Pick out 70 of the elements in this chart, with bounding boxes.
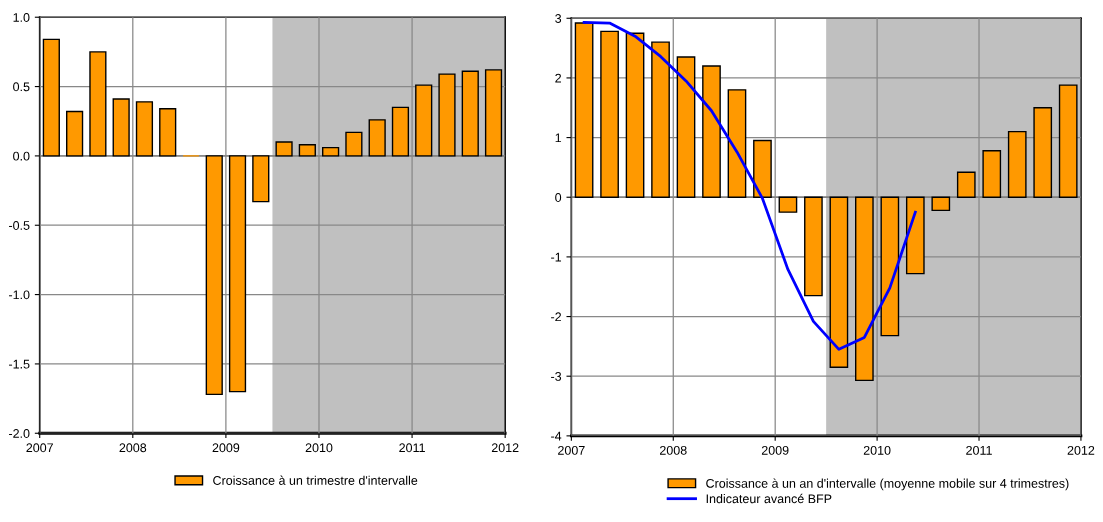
y-tick-label: 1 xyxy=(555,133,562,143)
y-tick-label: -2 xyxy=(551,312,562,322)
bar xyxy=(1007,130,1027,198)
y-tick-label: 0.0 xyxy=(13,151,30,161)
x-tick-label: 2011 xyxy=(966,445,992,455)
bar xyxy=(905,196,925,275)
x-tick-label: 2007 xyxy=(558,445,585,455)
bar xyxy=(252,155,270,203)
y-tick-label: -1 xyxy=(551,252,562,262)
bar xyxy=(42,38,60,157)
y-tick-label: -4 xyxy=(551,431,562,441)
bar xyxy=(625,32,645,198)
x-tick-label: 2012 xyxy=(1067,445,1095,455)
bar xyxy=(415,84,433,157)
bar xyxy=(228,155,247,393)
bar xyxy=(89,51,107,157)
x-tick-label: 2008 xyxy=(660,445,687,455)
bar xyxy=(298,144,316,157)
bar xyxy=(982,150,1002,198)
y-tick-label: -1.5 xyxy=(9,359,30,369)
bar xyxy=(322,146,340,157)
y-tick-label: 0 xyxy=(555,193,562,202)
bar xyxy=(676,56,696,198)
bar xyxy=(368,119,386,157)
bar xyxy=(651,41,670,198)
legend-label: Croissance à un an d'intervalle (moyenne mobile sur 4 trimestres) xyxy=(706,478,1069,491)
bar xyxy=(956,171,976,198)
bar xyxy=(135,101,154,157)
y-tick-label: -2.0 xyxy=(9,429,30,438)
bar xyxy=(275,141,293,157)
x-tick-label: 2012 xyxy=(491,443,519,453)
line-series xyxy=(582,21,917,351)
bar xyxy=(600,30,619,198)
x-tick-label: 2007 xyxy=(26,443,53,453)
x-tick-label: 2008 xyxy=(119,443,147,453)
legend-label: Indicateur avancé BFP xyxy=(706,493,832,504)
bar xyxy=(484,69,503,157)
bar xyxy=(702,65,721,198)
y-tick-label: 0.5 xyxy=(13,82,30,92)
x-tick-label: 2009 xyxy=(212,443,240,453)
bar xyxy=(574,22,594,198)
bar xyxy=(159,108,177,157)
bar xyxy=(778,196,798,213)
bar xyxy=(1058,84,1078,198)
bar xyxy=(804,196,823,297)
bar xyxy=(753,139,772,198)
x-tick-label: 2011 xyxy=(399,443,425,453)
x-tick-label: 2010 xyxy=(863,445,891,455)
bar xyxy=(205,155,223,396)
y-tick-label: -1.0 xyxy=(9,290,30,300)
bar xyxy=(829,196,849,368)
y-tick-label: 3 xyxy=(555,14,562,23)
bar xyxy=(112,98,130,157)
x-tick-label: 2010 xyxy=(305,443,333,453)
bar xyxy=(391,106,410,157)
bar xyxy=(880,196,900,337)
y-tick-label: 2 xyxy=(555,73,561,83)
bar xyxy=(1033,107,1053,198)
legend-label: Croissance à un trimestre d'intervalle xyxy=(213,475,418,485)
bar xyxy=(66,110,84,157)
y-tick-label: -3 xyxy=(551,372,562,381)
bar xyxy=(461,70,479,157)
x-tick-label: 2009 xyxy=(761,445,789,455)
bar xyxy=(931,196,951,212)
bar xyxy=(855,196,874,382)
y-tick-label: 1.0 xyxy=(13,13,30,22)
bar xyxy=(345,131,363,157)
bar xyxy=(438,73,456,157)
bar xyxy=(727,89,747,198)
y-tick-label: -0.5 xyxy=(9,221,30,230)
